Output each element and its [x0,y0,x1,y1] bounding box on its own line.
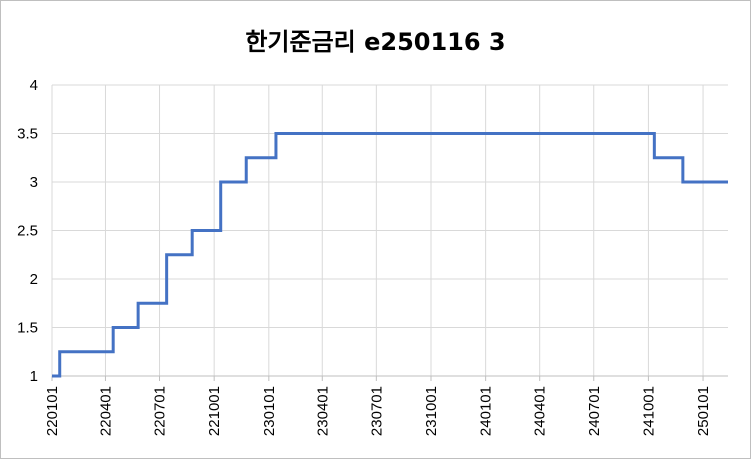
x-tick-label: 230701 [368,386,385,436]
x-tick-label: 240401 [532,386,549,436]
y-axis-ticks: 1 1.5 2 2.5 3 3.5 4 [17,77,38,385]
x-tick-label: 221001 [206,386,223,436]
x-tick-label: 250101 [695,386,712,436]
x-tick-label: 220401 [97,386,114,436]
y-tick-label: 4 [30,77,38,94]
y-tick-label: 2.5 [17,223,38,240]
y-tick-label: 1 [30,368,38,385]
y-tick-label: 2 [30,271,38,288]
x-tick-label: 230101 [261,386,278,436]
x-tick-label: 240701 [586,386,603,436]
series-lines [52,132,728,378]
x-axis-ticks: 220101 220401 220701 221001 230101 230401 2307… [44,386,712,436]
x-tick-label: 241001 [640,386,657,436]
y-tick-label: 3.5 [17,126,38,143]
y-tick-label: 1.5 [17,320,38,337]
x-tick-label: 240101 [478,386,495,436]
x-tick-label: 231001 [423,386,440,436]
y-tick-label: 3 [30,174,38,191]
grid-lines [51,84,728,381]
chart-title: 한기준금리 e250116 3 [245,28,506,56]
x-tick-label: 220701 [152,386,169,436]
x-tick-label: 230401 [314,386,331,436]
series-line-0 [52,132,728,378]
x-tick-label: 220101 [44,386,61,436]
